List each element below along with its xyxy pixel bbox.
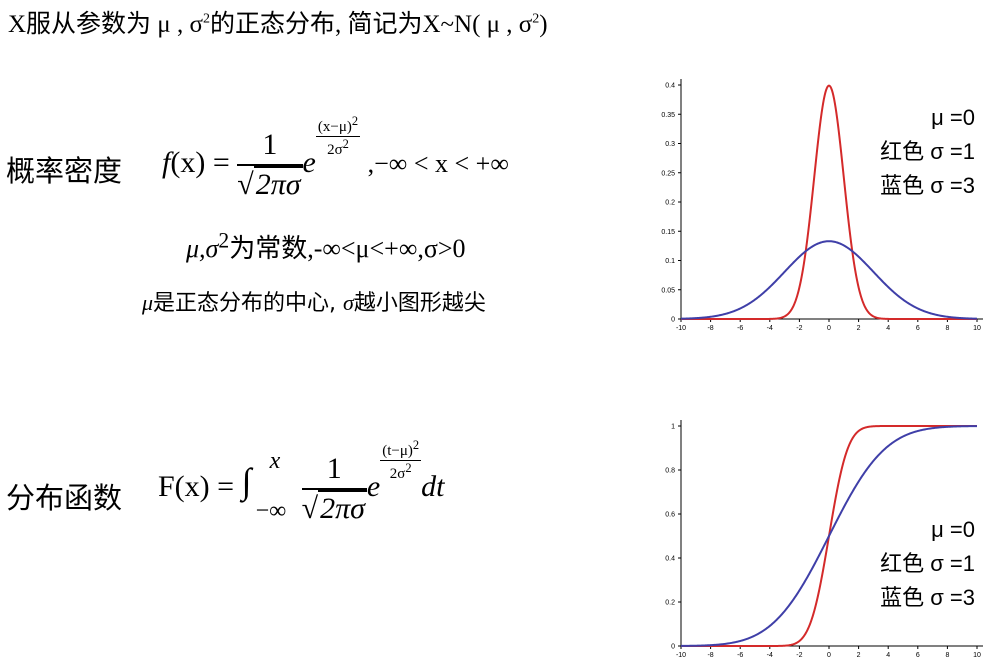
- x-tick-label: -10: [676, 325, 686, 332]
- pdf-fraction: 1 √2πσ: [237, 128, 303, 201]
- x-tick-label: -8: [707, 652, 713, 659]
- x-tick-label: 6: [916, 652, 920, 659]
- y-tick-label: 0.2: [665, 600, 675, 607]
- y-tick-label: 0.2: [665, 200, 675, 207]
- x-tick-label: 4: [886, 325, 890, 332]
- cdf-fraction: 1 √2πσ: [301, 452, 367, 525]
- x-tick-label: 0: [827, 325, 831, 332]
- x-tick-label: -2: [796, 325, 802, 332]
- legend-entry: μ =0: [931, 105, 975, 130]
- pdf-chart: 0 0.05 0.1 0.15 0.2 0.25 0.3 0.35 0.4 -10 -8 -6 -4 -2…: [661, 79, 983, 332]
- x-tick-label: 2: [857, 652, 861, 659]
- x-tick-label: -8: [707, 325, 713, 332]
- x-tick-label: 10: [973, 652, 981, 659]
- x-tick-label: -6: [737, 652, 743, 659]
- legend-entry: 红色 σ =1: [880, 139, 975, 164]
- y-tick-label: 0.1: [665, 258, 675, 265]
- series-line-sigma1: [681, 84, 977, 320]
- y-tick-label: 0.4: [665, 83, 675, 90]
- x-tick-label: -4: [767, 652, 773, 659]
- x-tick-label: 8: [945, 325, 949, 332]
- y-tick-label: 0: [671, 317, 675, 324]
- x-tick-label: 2: [857, 325, 861, 332]
- x-tick-label: -2: [796, 652, 802, 659]
- y-tick-label: 0.3: [665, 141, 675, 148]
- cdf-exponent: (t−μ)2 2σ2: [380, 438, 422, 482]
- pdf-label: 概率密度: [6, 154, 123, 188]
- pdf-exponent: (x−μ)2 2σ2: [315, 114, 361, 158]
- series-line-sigma3: [680, 240, 978, 320]
- x-tick-label: 10: [973, 325, 981, 332]
- y-tick-label: 0.6: [665, 512, 675, 519]
- y-tick-label: 0.05: [661, 287, 675, 294]
- y-tick-label: 0.35: [661, 112, 675, 119]
- x-tick-label: 0: [827, 652, 831, 659]
- x-tick-label: 4: [886, 652, 890, 659]
- y-tick-label: 1: [671, 424, 675, 431]
- x-tick-label: -10: [676, 652, 686, 659]
- cdf-formula: F(x) = ∫ x −∞ 1 √2πσ e (t−μ)2 2σ2 dt: [158, 438, 445, 525]
- legend-entry: μ =0: [931, 517, 975, 542]
- y-tick-label: 0: [671, 644, 675, 651]
- pdf-formula: f(x) = 1 √2πσ e (x−μ)2 2σ2 ,−∞ < x < +∞: [162, 114, 509, 201]
- x-tick-label: -6: [737, 325, 743, 332]
- legend-entry: 蓝色 σ =3: [880, 173, 975, 198]
- cdf-label: 分布函数: [6, 481, 123, 515]
- y-tick-label: 0.15: [661, 229, 675, 236]
- y-tick-label: 0.8: [665, 468, 675, 475]
- page-title: X服从参数为 μ , σ2的正态分布, 简记为X~N( μ , σ2): [8, 11, 548, 38]
- cdf-chart: 0 0.2 0.4 0.6 0.8 1 -10 -8 -6 -4 -2 0 2 4 6 8 10 μ =0 红色 σ…: [665, 420, 983, 659]
- x-tick-label: -4: [767, 325, 773, 332]
- legend-entry: 蓝色 σ =3: [880, 585, 975, 610]
- x-tick-label: 8: [945, 652, 949, 659]
- legend-entry: 红色 σ =1: [880, 551, 975, 576]
- y-tick-label: 0.25: [661, 170, 675, 177]
- pdf-note: μ是正态分布的中心, σ越小图形越尖: [142, 290, 486, 316]
- x-tick-label: 6: [916, 325, 920, 332]
- series-line-sigma3: [680, 425, 978, 647]
- pdf-params: μ,σ2为常数,-∞<μ<+∞,σ>0: [186, 228, 466, 263]
- y-tick-label: 0.4: [665, 556, 675, 563]
